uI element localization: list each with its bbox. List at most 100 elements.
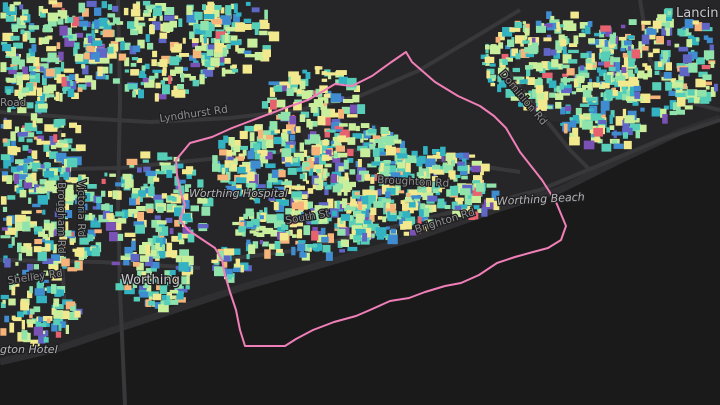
building (39, 179, 47, 185)
building (609, 125, 615, 130)
building (235, 177, 247, 184)
building (266, 214, 277, 224)
building (163, 22, 173, 32)
building (160, 300, 168, 306)
building (157, 93, 167, 100)
building (420, 168, 429, 172)
building (3, 217, 10, 221)
building (596, 39, 607, 48)
building (623, 140, 632, 150)
building (12, 317, 22, 322)
building (505, 89, 515, 98)
building (599, 48, 603, 54)
building (253, 143, 261, 151)
building (214, 266, 225, 276)
building (26, 263, 34, 271)
building (91, 80, 97, 90)
building (405, 216, 416, 226)
building (238, 226, 246, 233)
building (299, 252, 307, 258)
building (63, 68, 75, 73)
building (622, 85, 627, 95)
building (399, 140, 405, 148)
building (219, 55, 225, 64)
building (20, 15, 28, 21)
building (339, 123, 348, 127)
building (262, 130, 271, 135)
building (695, 78, 706, 88)
building (62, 87, 69, 91)
building (293, 157, 299, 163)
building (23, 132, 35, 138)
building (366, 212, 375, 222)
building (239, 130, 248, 140)
building (475, 182, 485, 192)
building (300, 212, 307, 220)
building (291, 202, 299, 210)
building (621, 67, 627, 73)
building (288, 229, 293, 236)
building (458, 204, 468, 209)
building (181, 255, 190, 266)
building (67, 88, 75, 98)
building (598, 69, 607, 77)
building (591, 133, 595, 138)
building (64, 138, 73, 144)
building (607, 96, 612, 102)
building (174, 89, 186, 98)
building (349, 181, 356, 188)
building (306, 118, 311, 128)
building (709, 44, 714, 53)
building (627, 65, 637, 69)
building (203, 5, 213, 13)
building (348, 218, 360, 228)
building (505, 45, 511, 50)
building (201, 27, 212, 38)
building (50, 221, 60, 230)
building (152, 69, 162, 73)
building (596, 76, 600, 83)
building (22, 32, 28, 42)
building (230, 140, 241, 147)
building (74, 262, 80, 269)
building (471, 160, 482, 170)
building (620, 47, 626, 52)
building (608, 81, 619, 85)
building (26, 53, 31, 58)
building (136, 262, 144, 271)
building (311, 121, 318, 127)
building (168, 75, 172, 84)
building (105, 75, 109, 80)
building (145, 4, 156, 10)
building (304, 149, 308, 157)
building (28, 25, 40, 30)
building (112, 190, 119, 200)
building (115, 283, 124, 291)
building (369, 143, 375, 150)
building (433, 168, 445, 175)
building (6, 89, 11, 95)
building (408, 202, 416, 208)
road-segment (115, 0, 127, 405)
building (70, 81, 74, 86)
building (38, 334, 46, 344)
building (201, 54, 205, 63)
building (124, 232, 136, 237)
building (32, 203, 41, 208)
building (638, 41, 646, 50)
building (162, 77, 173, 81)
building (56, 203, 61, 208)
building (5, 15, 15, 22)
building (45, 243, 51, 252)
building (185, 166, 194, 172)
building (696, 37, 700, 42)
building (451, 201, 458, 210)
building (158, 304, 169, 313)
building (622, 71, 628, 80)
building (39, 279, 49, 283)
building (186, 172, 192, 179)
building (171, 235, 182, 242)
building (179, 53, 190, 57)
building (189, 31, 195, 40)
